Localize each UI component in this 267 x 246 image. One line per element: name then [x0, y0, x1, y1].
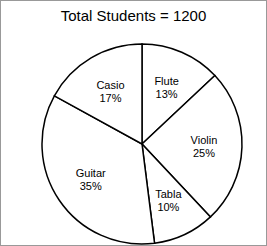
svg-text:Violin25%: Violin25%: [191, 134, 218, 159]
svg-text:Flute13%: Flute13%: [154, 75, 178, 100]
svg-text:Tabla10%: Tabla10%: [155, 188, 182, 213]
svg-text:Guitar35%: Guitar35%: [76, 167, 106, 192]
svg-text:Casio17%: Casio17%: [96, 79, 124, 104]
html-text:Total Students = 1200: Total Students = 1200: [60, 7, 207, 24]
